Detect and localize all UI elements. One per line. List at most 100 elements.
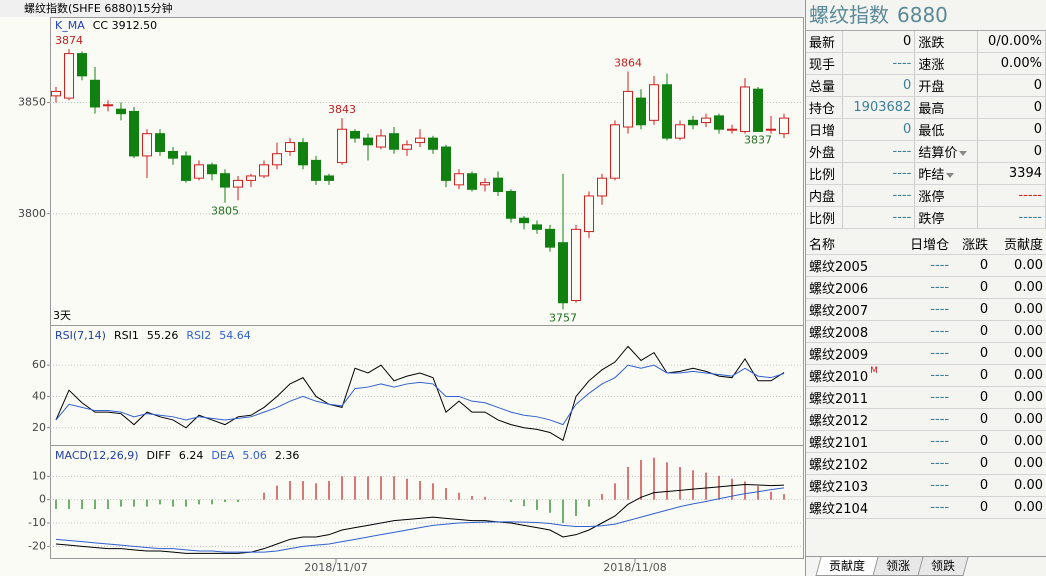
candle-body [402, 144, 412, 150]
contribution-row[interactable]: 螺纹2008 ---- 0 0.00 [806, 320, 1046, 343]
contribution-row[interactable]: 螺纹2102 ---- 0 0.00 [806, 452, 1046, 475]
quote-panel: 螺纹指数 6880 最新 0 涨跌 0/0.00% 现手 ---- 速涨 0.00% 总量 0 开盘 0… [805, 0, 1046, 576]
candle-body [298, 142, 308, 166]
candle-body [493, 177, 503, 193]
quote-label: 外盘 [806, 140, 843, 163]
quote-row: 比例 ---- 昨结 3394 [806, 162, 1046, 185]
y-tick-label: 40 [32, 389, 46, 402]
chart-area: 螺纹指数(SHFE 6880)15分钟 2018/11/07 2018/11/0… [0, 0, 805, 576]
contribution-row[interactable]: 螺纹2006 ---- 0 0.00 [806, 276, 1046, 299]
candle-body [519, 217, 529, 224]
tab-label: 领涨 [886, 559, 911, 573]
legend-text: 54.64 [219, 329, 251, 342]
contribution-row[interactable]: 螺纹2005 ---- 0 0.00 [806, 254, 1046, 277]
candle-body [701, 117, 711, 124]
y-tick-label: 10 [32, 469, 46, 482]
tab-label: 贡献度 [829, 559, 866, 573]
candle-body [259, 164, 269, 177]
tab[interactable]: 领涨 [872, 557, 924, 576]
price-change: 0 [952, 320, 992, 343]
candle-body [337, 128, 347, 164]
y-tick-label: 60 [32, 358, 46, 371]
candle-body [181, 155, 191, 181]
contribution: 0.00 [991, 386, 1046, 409]
candle-body [623, 90, 633, 128]
candle-body [727, 128, 737, 131]
price-change: 0 [952, 364, 992, 387]
contribution: 0.00 [991, 298, 1046, 321]
column-header: 日增仓 [897, 233, 953, 255]
contribution-row[interactable]: 螺纹2011 ---- 0 0.00 [806, 386, 1046, 409]
dropdown-icon[interactable] [959, 151, 968, 156]
contract-name: 螺纹2008 [806, 320, 898, 343]
line-series [55, 483, 785, 554]
contribution-row[interactable]: 螺纹2104 ---- 0 0.00 [806, 496, 1046, 519]
quote-row: 现手 ---- 速涨 0.00% [806, 52, 1046, 75]
quote-value: 0 [977, 118, 1046, 141]
price-change: 0 [952, 342, 992, 365]
quote-value: 1903682 [842, 96, 916, 119]
quote-label: 比例 [806, 162, 843, 185]
candle-body [740, 86, 750, 132]
quote-value: 0 [977, 96, 1046, 119]
contract-name: 螺纹2005 [806, 254, 898, 277]
candle-body [649, 84, 659, 121]
legend-text: 55.26 [147, 329, 179, 342]
quote-value: 0 [842, 74, 916, 97]
price-change: 0 [952, 474, 992, 497]
price-change: 0 [952, 408, 992, 431]
quote-row: 最新 0 涨跌 0/0.00% [806, 31, 1046, 53]
y-tick-label: 20 [32, 421, 46, 434]
legend-text: DIFF [147, 449, 171, 462]
contract-badge: M [870, 366, 878, 376]
candle-body [467, 173, 477, 190]
contribution-row[interactable]: 螺纹2103 ---- 0 0.00 [806, 474, 1046, 497]
instrument-code: 6880 [897, 3, 948, 27]
quote-value: ---- [842, 162, 916, 185]
price-annotation: 3837 [744, 133, 772, 146]
price-change: 0 [952, 386, 992, 409]
quote-value: 0.00% [977, 52, 1046, 75]
contribution-row[interactable]: 螺纹2012 ---- 0 0.00 [806, 408, 1046, 431]
quote-value: 0 [842, 31, 916, 53]
contribution-row[interactable]: 螺纹2101 ---- 0 0.00 [806, 430, 1046, 453]
contribution-row[interactable]: 螺纹2009 ---- 0 0.00 [806, 342, 1046, 365]
price-annotation: 3757 [549, 311, 577, 324]
quote-label: 比例 [806, 206, 843, 229]
contribution-row[interactable]: 螺纹2010 M ---- 0 0.00 [806, 364, 1046, 387]
price-change: 0 [952, 298, 992, 321]
contract-name: 螺纹2011 [806, 386, 898, 409]
contribution: 0.00 [991, 254, 1046, 277]
quote-row: 总量 0 开盘 0 [806, 74, 1046, 97]
period-label: 3天 [53, 309, 71, 322]
candle-body [480, 182, 490, 186]
contribution-row[interactable]: 螺纹2007 ---- 0 0.00 [806, 298, 1046, 321]
candle-body [155, 133, 165, 152]
candle-body [454, 173, 464, 186]
candle-body [376, 135, 386, 148]
quote-row: 外盘 ---- 结算价 0 [806, 140, 1046, 163]
tab[interactable]: 领跌 [917, 557, 969, 576]
legend-text: RSI1 [114, 329, 139, 342]
candle-body [77, 53, 87, 77]
open-interest-change: ---- [897, 342, 953, 365]
open-interest-change: ---- [897, 276, 953, 299]
candle-body [103, 104, 113, 107]
contribution-table: 名称 日增仓 涨跌 贡献度 螺纹2005 ---- 0 0.00 螺纹2006 ---- 0 0.00… [806, 233, 1046, 519]
title-bar [0, 0, 805, 17]
column-header: 名称 [806, 233, 898, 255]
candle-body [584, 195, 594, 233]
quote-label: 开盘 [914, 74, 978, 97]
contribution: 0.00 [991, 452, 1046, 475]
tab[interactable]: 贡献度 [815, 557, 879, 576]
quote-row: 持仓 1903682 最高 0 [806, 96, 1046, 119]
quote-value: 0 [842, 118, 916, 141]
open-interest-change: ---- [897, 408, 953, 431]
candle-body [714, 115, 724, 130]
candle-body [662, 84, 672, 139]
price-annotation: 3864 [614, 56, 642, 69]
dropdown-icon[interactable] [946, 173, 955, 178]
candle-body [415, 137, 425, 144]
legend-text: 5.06 [242, 449, 267, 462]
